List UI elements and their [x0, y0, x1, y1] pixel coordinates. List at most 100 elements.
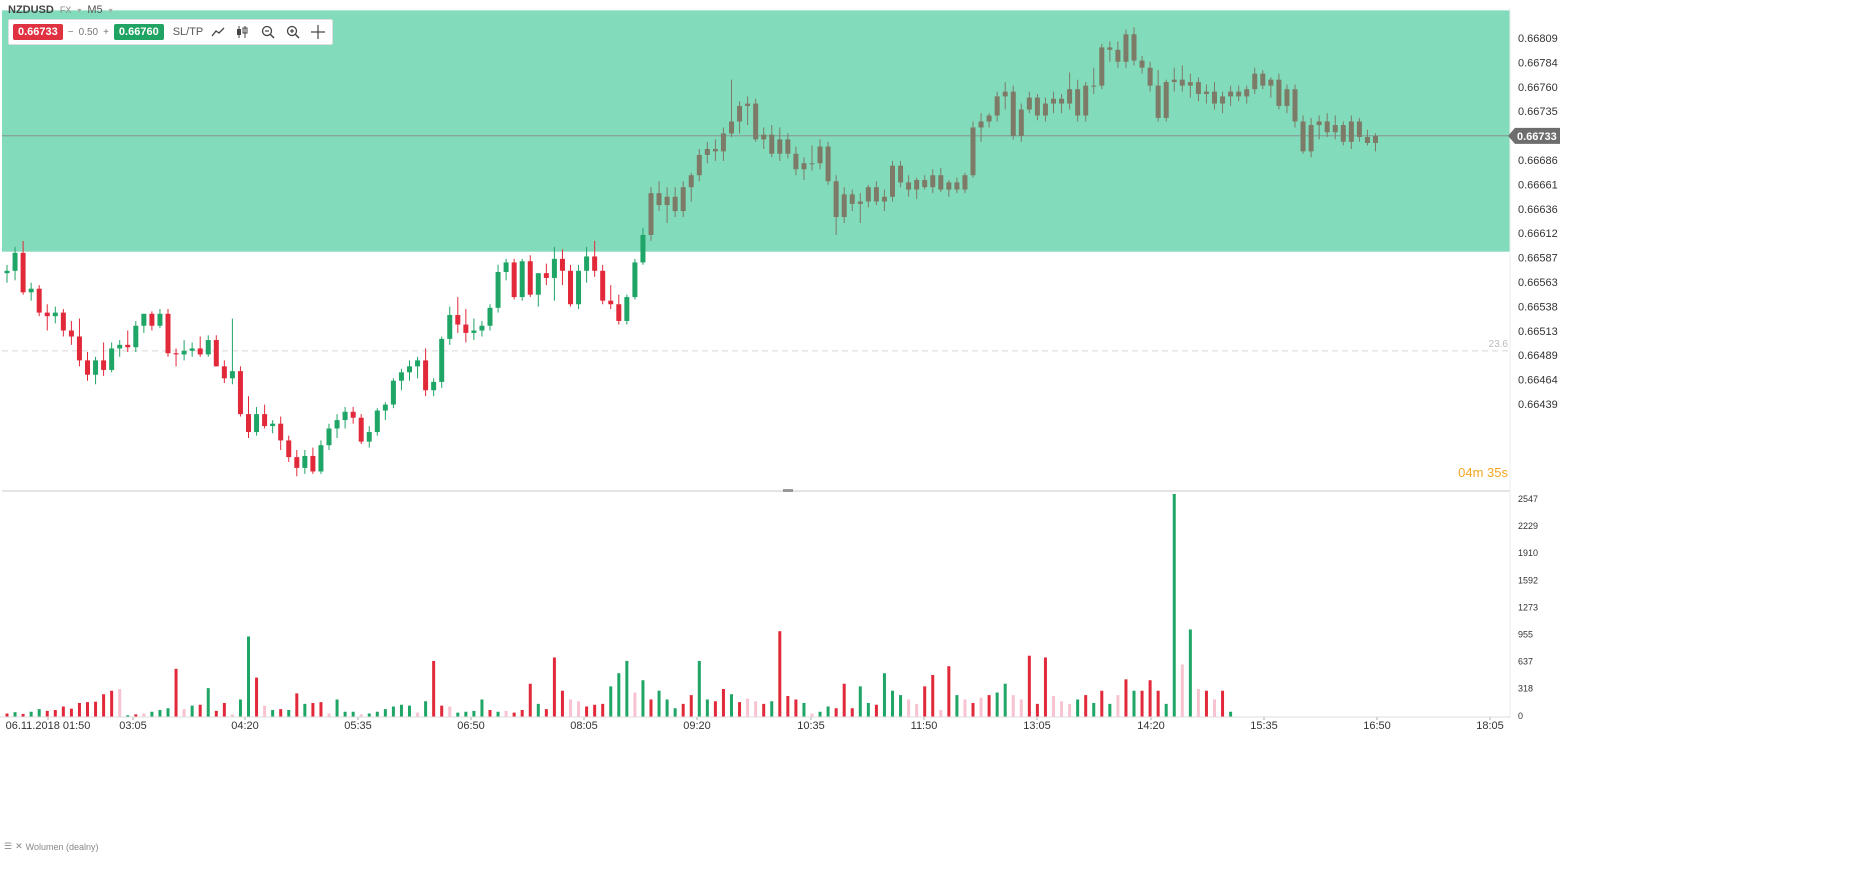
candle-body	[511, 262, 517, 298]
chevron-down-icon[interactable]: ▾	[77, 5, 82, 15]
candle-body	[769, 134, 775, 154]
candle-body	[1171, 79, 1177, 83]
volume-bar	[633, 692, 637, 717]
candle-body	[1260, 73, 1266, 86]
volume-bar	[1213, 699, 1216, 717]
candle-type-icon[interactable]	[233, 24, 253, 40]
volume-bar	[1172, 494, 1176, 717]
volume-bar	[1019, 699, 1023, 717]
volume-bar	[375, 711, 379, 717]
candle-body	[1244, 89, 1250, 97]
volume-bar	[713, 701, 717, 717]
candle-body	[873, 187, 879, 202]
candle-body	[254, 414, 260, 433]
candle-body	[1018, 109, 1024, 136]
candle-body	[841, 194, 847, 218]
zoom-out-icon[interactable]	[258, 24, 278, 40]
candle-body	[648, 193, 654, 235]
volume-bar	[826, 706, 830, 717]
volume-bar	[1132, 690, 1136, 717]
volume-bar	[1052, 695, 1055, 717]
candle-body	[1292, 89, 1298, 122]
volume-bar	[947, 666, 951, 717]
candle-body	[189, 348, 195, 351]
buy-button[interactable]: 0.66760	[113, 24, 164, 40]
lot-size[interactable]: 0.50	[78, 26, 99, 38]
volume-bar	[1084, 695, 1088, 717]
volume-bar	[995, 692, 999, 717]
time-tick-label: 06:50	[457, 720, 485, 732]
volume-indicator-label: ☰ ✕ Wolumen (dealny)	[4, 841, 99, 852]
candle-body	[44, 312, 50, 317]
timeframe-selector[interactable]: M5	[87, 4, 103, 16]
sell-button[interactable]: 0.66733	[13, 24, 63, 40]
volume-tick-label: 318	[1518, 684, 1533, 694]
volume-tick-label: 1910	[1518, 548, 1538, 558]
volume-bar	[625, 660, 629, 717]
price-tick-label: 0.66735	[1518, 106, 1558, 118]
candle-body	[865, 187, 871, 202]
trend-line-icon[interactable]	[208, 24, 228, 40]
volume-bar	[351, 711, 355, 717]
candle-body	[624, 297, 630, 321]
chevron-down-icon[interactable]: ▾	[108, 5, 113, 15]
indicator-settings-icon[interactable]: ☰	[4, 841, 13, 851]
candle-body	[382, 404, 388, 411]
candle-body	[1268, 79, 1274, 86]
candle-body	[229, 371, 235, 379]
current-price-label: 0.66733	[1517, 131, 1557, 143]
candle-body	[1179, 79, 1185, 86]
volume-bar	[399, 704, 403, 717]
volume-bar	[383, 709, 387, 717]
market-tag: FX	[59, 5, 72, 15]
candle-body	[527, 261, 533, 295]
volume-bar	[1188, 629, 1192, 717]
volume-bar	[1156, 690, 1160, 717]
crosshair-icon[interactable]	[308, 24, 328, 40]
volume-bar	[810, 713, 814, 717]
time-tick-label: 09:20	[683, 720, 711, 732]
time-tick-label: 13:05	[1023, 720, 1051, 732]
volume-bar	[488, 709, 492, 717]
candle-body	[1236, 91, 1242, 97]
volume-bar	[424, 701, 428, 717]
candle-body	[1026, 97, 1032, 110]
volume-bar	[705, 699, 709, 717]
price-tick-label: 0.66439	[1518, 399, 1558, 411]
candle-body	[1083, 85, 1089, 116]
volume-bar	[778, 631, 782, 717]
candle-body	[777, 139, 783, 154]
candle-body	[954, 182, 960, 190]
volume-bar	[915, 703, 919, 717]
volume-bar	[899, 695, 903, 717]
candle-body	[551, 258, 557, 278]
volume-indicator-name: Wolumen (dealny)	[25, 841, 99, 852]
candle-body	[125, 344, 131, 348]
symbol-name[interactable]: NZDUSD	[8, 4, 54, 16]
lot-decrease-button[interactable]: −	[67, 26, 74, 38]
candle-body	[664, 196, 670, 206]
candle-body	[1284, 89, 1290, 106]
candle-body	[817, 146, 823, 164]
candle-body	[1147, 67, 1153, 86]
candle-body	[600, 270, 606, 301]
candle-countdown: 04m 35s	[1458, 465, 1508, 480]
lot-increase-button[interactable]: +	[103, 26, 109, 38]
zoom-in-icon[interactable]	[283, 24, 303, 40]
candle-body	[857, 201, 863, 204]
candle-body	[1163, 82, 1169, 118]
close-icon[interactable]: ✕	[15, 841, 23, 851]
volume-bar	[560, 690, 564, 717]
volume-bar	[456, 712, 460, 717]
candle-body	[60, 312, 66, 331]
volume-bar	[512, 712, 516, 717]
candle-body	[1308, 125, 1314, 152]
volume-bar	[230, 714, 234, 717]
candle-body	[1155, 85, 1161, 118]
volume-bar	[126, 715, 130, 717]
sltp-button[interactable]: SL/TP	[172, 26, 204, 38]
volume-bar	[1068, 703, 1072, 717]
volume-bar	[673, 708, 677, 717]
candle-body	[616, 304, 622, 321]
